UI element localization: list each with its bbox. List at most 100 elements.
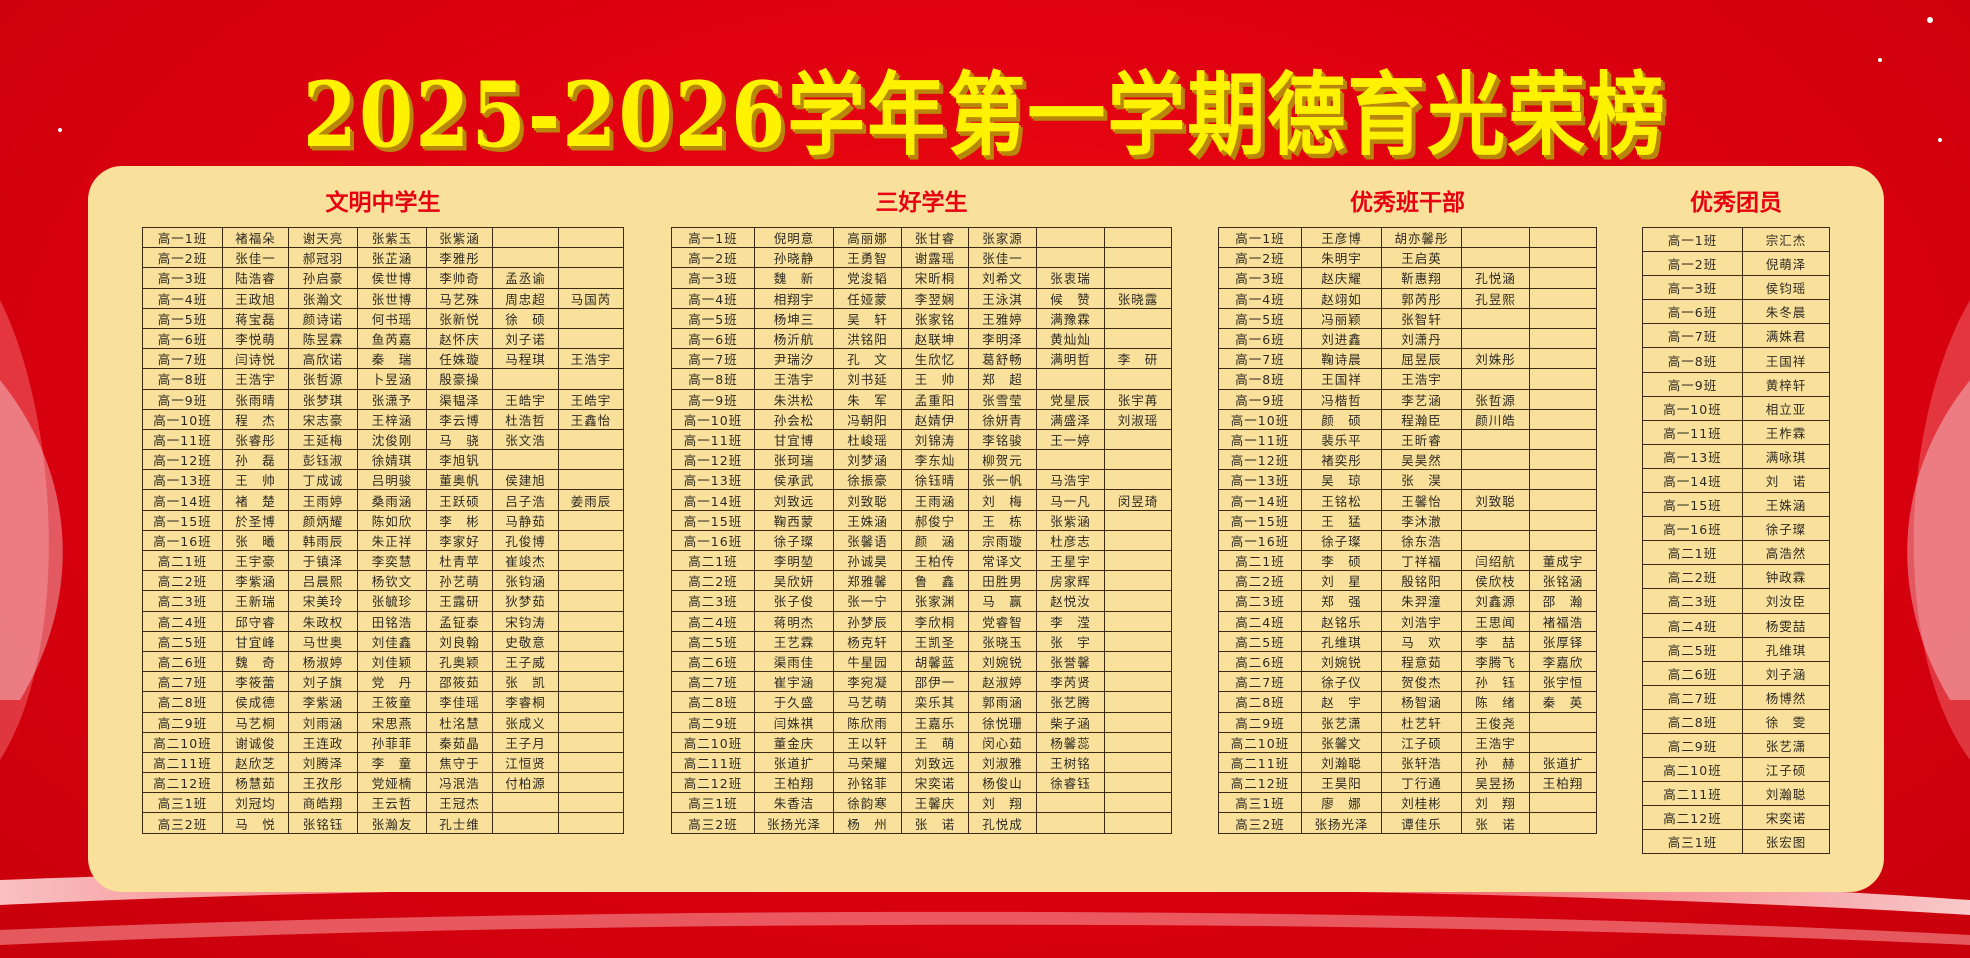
student-name-cell: 孙启豪 [288, 267, 358, 289]
student-name-cell [1461, 226, 1530, 249]
student-name-cell: 朱冬晨 [1742, 299, 1830, 325]
table-row: 高一10班 相立亚 [1642, 395, 1830, 421]
student-name-cell: 鱼芮嘉 [357, 327, 427, 350]
student-name-cell: 赵淑婷 [968, 671, 1037, 693]
student-name-cell: 张艺腾 [1036, 691, 1105, 713]
table-row: 高二9班 张艺潇 杜艺轩 王俊尧 [1218, 711, 1597, 733]
class-cell: 高二9班 [1642, 732, 1743, 759]
class-cell: 高二1班 [671, 549, 755, 572]
student-name-cell: 贺俊杰 [1381, 671, 1462, 693]
student-name-cell: 田胜男 [968, 570, 1037, 592]
student-name-cell: 李沐澈 [1381, 509, 1462, 531]
student-name-cell: 张晓露 [1104, 287, 1172, 309]
student-name-cell [1529, 267, 1597, 289]
table-row: 高二1班 王宇豪 于镇泽 李奕慧 杜青苹 崔竣杰 [142, 549, 624, 572]
student-name-cell: 马艺殊 [426, 287, 493, 309]
table-row: 高一4班 王政旭 张瀚文 张世博 马艺殊 周忠超 马国芮 [142, 287, 624, 309]
student-name-cell: 郝冠羽 [288, 247, 358, 269]
table-row: 高二12班 宋奕诺 [1642, 805, 1830, 831]
student-name-cell: 张钧涵 [492, 570, 559, 592]
class-cell: 高一6班 [142, 327, 223, 350]
student-name-cell [1529, 489, 1597, 511]
student-name-cell: 王思闻 [1461, 610, 1530, 632]
student-name-cell: 郑 强 [1301, 590, 1382, 612]
student-name-cell: 王浩宇 [754, 368, 834, 390]
table-row: 高二12班 王昊阳 丁行通 吴昱扬 王柏翔 [1218, 772, 1597, 794]
student-name-cell: 郑雅馨 [833, 570, 902, 592]
student-name-cell: 王一婷 [1036, 428, 1105, 451]
class-cell: 高一10班 [1218, 408, 1302, 430]
student-name-cell [1529, 731, 1597, 753]
student-name-cell: 卜昱涵 [357, 368, 427, 390]
student-name-cell [558, 630, 624, 652]
student-name-cell: 董奥帆 [426, 469, 493, 491]
student-name-cell: 刘梦涵 [833, 449, 902, 471]
student-name-cell: 张道扩 [1529, 751, 1597, 774]
class-cell: 高二4班 [1218, 610, 1302, 632]
student-name-cell: 柳贺元 [968, 449, 1037, 471]
student-name-cell: 闫姝祺 [754, 711, 834, 733]
student-name-cell: 李 硕 [1301, 549, 1382, 572]
student-name-cell: 邵 瀚 [1529, 590, 1597, 612]
student-name-cell: 李紫涵 [288, 691, 358, 713]
section-heading: 优秀团员 [1690, 190, 1782, 216]
student-name-cell: 赵铭乐 [1301, 610, 1382, 632]
student-name-cell: 徐子璨 [1742, 516, 1830, 542]
student-name-cell: 张佳一 [968, 247, 1037, 269]
student-name-cell: 张 淏 [1381, 469, 1462, 491]
student-name-cell: 杨博然 [1742, 684, 1830, 710]
student-name-cell: 党星辰 [1036, 388, 1105, 410]
student-name-cell: 杨沂航 [754, 327, 834, 350]
table-row: 高二10班 谢诚俊 王连政 孙菲菲 秦茹晶 王子月 [142, 731, 624, 753]
student-name-cell [1104, 449, 1172, 471]
student-name-cell: 李旭钒 [426, 449, 493, 471]
student-name-cell: 王浩宇 [558, 348, 624, 370]
student-name-cell: 孙 钰 [1461, 671, 1530, 693]
class-cell: 高一12班 [1218, 449, 1302, 471]
student-name-cell: 颜 硕 [1301, 408, 1382, 430]
class-cell: 高一2班 [1642, 251, 1743, 277]
class-cell: 高一15班 [1642, 492, 1743, 518]
student-name-cell: 刘汝臣 [1742, 588, 1830, 614]
student-name-cell: 李睿桐 [492, 691, 559, 713]
student-name-cell: 张宇苒 [1104, 388, 1172, 410]
student-name-cell: 孔奥颖 [426, 650, 493, 673]
student-name-cell: 杨馨蕊 [1036, 731, 1105, 753]
class-cell: 高二9班 [142, 711, 223, 733]
student-name-cell: 李宛凝 [833, 671, 902, 693]
student-name-cell [492, 247, 559, 269]
student-name-cell: 黄梓轩 [1742, 371, 1830, 397]
student-name-cell: 程瀚臣 [1381, 408, 1462, 430]
class-cell: 高一2班 [671, 247, 755, 269]
student-name-cell: 张甘睿 [901, 226, 969, 249]
class-cell: 高三1班 [671, 792, 755, 814]
class-cell: 高二2班 [1218, 570, 1302, 592]
table-row: 高一6班 李悦萌 陈昱霖 鱼芮嘉 赵怀庆 刘子诺 [142, 327, 624, 350]
class-cell: 高三1班 [1642, 829, 1743, 855]
table-row: 高二2班 钟政霖 [1642, 564, 1830, 590]
class-cell: 高一7班 [1218, 348, 1302, 370]
class-cell: 高二6班 [142, 650, 223, 673]
student-name-cell: 王凯圣 [901, 630, 969, 652]
table-row: 高一11班 甘宜博 杜峻瑶 刘锦涛 李铭骏 王一婷 [671, 428, 1172, 451]
table-row: 高一6班 朱冬晨 [1642, 299, 1830, 325]
table-row: 高一8班 王浩宇 张哲源 卜昱涵 殷豪操 [142, 368, 624, 390]
student-name-cell: 王昕睿 [1381, 428, 1462, 451]
student-name-cell: 赵翊如 [1301, 287, 1382, 309]
student-name-cell: 李芮贤 [1036, 671, 1105, 693]
student-name-cell: 崔竣杰 [492, 549, 559, 572]
student-name-cell [558, 650, 624, 673]
student-name-cell: 孟重阳 [901, 388, 969, 410]
student-name-cell: 张成义 [492, 711, 559, 733]
class-cell: 高一11班 [671, 428, 755, 451]
class-cell: 高一15班 [142, 509, 223, 531]
student-name-cell: 宗汇杰 [1742, 226, 1830, 253]
student-name-cell [1529, 711, 1597, 733]
table-row: 高二4班 赵铭乐 刘浩宇 王思闻 褚福浩 [1218, 610, 1597, 632]
student-name-cell: 张新悦 [426, 307, 493, 329]
student-name-cell [1529, 449, 1597, 471]
student-name-cell: 李家好 [426, 529, 493, 552]
student-name-cell: 刘婉锐 [968, 650, 1037, 673]
student-name-cell: 王宇豪 [222, 549, 289, 572]
student-name-cell: 孙 赫 [1461, 751, 1530, 774]
